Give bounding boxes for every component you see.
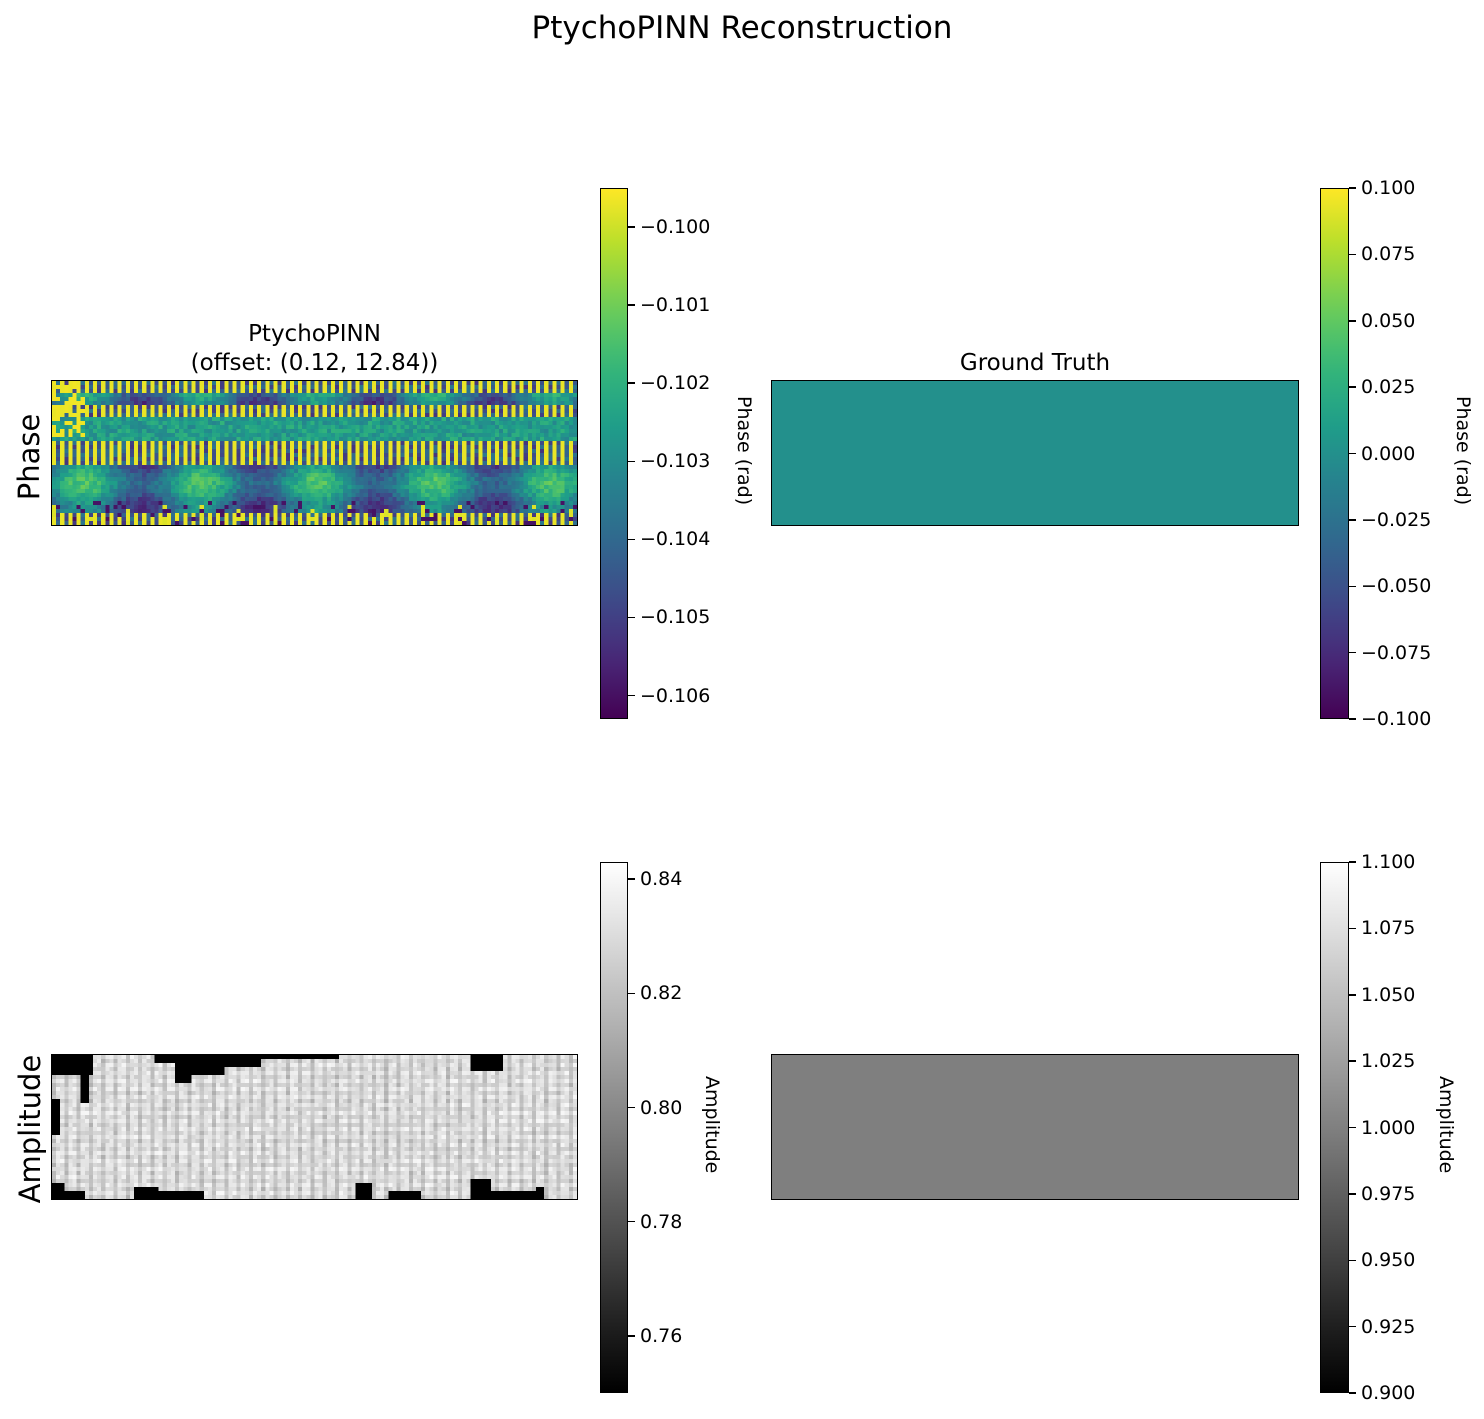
- colorbar-tick-label: −0.025: [1361, 508, 1432, 531]
- colorbar-tick-label: 0.950: [1361, 1249, 1416, 1272]
- phase-ground-truth-image: [771, 380, 1299, 526]
- colorbar-tick: [1349, 1259, 1356, 1261]
- amplitude-reconstruction-colorbar-label: Amplitude: [701, 1076, 723, 1174]
- colorbar-tick-label: 0.80: [640, 1096, 683, 1119]
- colorbar-tick-label: 1.000: [1361, 1116, 1416, 1139]
- colorbar-tick: [1349, 927, 1356, 930]
- phase-ground-truth-colorbar: [1320, 188, 1349, 719]
- colorbar-tick: [1349, 386, 1356, 388]
- colorbar-tick-label: −0.104: [640, 528, 711, 551]
- phase-reconstruction-image: [51, 380, 578, 526]
- phase-ground-truth-colorbar-label: Phase (rad): [1452, 396, 1474, 506]
- colorbar-tick: [1349, 1325, 1356, 1328]
- colorbar-tick-label: 0.975: [1361, 1182, 1416, 1205]
- amplitude-reconstruction-image: [51, 1054, 578, 1200]
- colorbar-tick: [1349, 253, 1356, 256]
- colorbar-tick-label: 0.76: [640, 1324, 683, 1347]
- colorbar-tick: [628, 616, 635, 619]
- colorbar-tick-label: 0.925: [1361, 1315, 1416, 1338]
- colorbar-tick: [1349, 187, 1356, 189]
- amplitude-ground-truth-colorbar-label: Amplitude: [1435, 1076, 1457, 1174]
- row-label-amplitude: Amplitude: [13, 1054, 47, 1204]
- amplitude-ground-truth-image: [771, 1054, 1299, 1200]
- colorbar-tick-label: −0.106: [640, 684, 711, 707]
- colorbar-tick: [628, 878, 635, 880]
- colorbar-tick-label: 0.025: [1361, 376, 1416, 399]
- colorbar-tick-label: 0.050: [1361, 309, 1416, 332]
- colorbar-tick-label: −0.103: [640, 450, 711, 473]
- colorbar-tick-label: −0.105: [640, 606, 711, 629]
- colorbar-tick: [1349, 320, 1356, 322]
- colorbar-tick: [628, 460, 635, 463]
- colorbar-tick-label: −0.102: [640, 372, 711, 395]
- colorbar-tick-label: −0.100: [1361, 708, 1432, 730]
- colorbar-tick: [628, 538, 635, 541]
- colorbar-tick: [628, 694, 635, 697]
- amplitude-reconstruction-colorbar: [600, 862, 628, 1393]
- colorbar-tick: [1349, 1392, 1356, 1394]
- colorbar-tick-label: −0.050: [1361, 575, 1432, 598]
- colorbar-tick-label: 0.84: [640, 868, 683, 891]
- phase-reconstruction-colorbar-label: Phase (rad): [733, 396, 755, 506]
- colorbar-tick: [628, 304, 635, 306]
- colorbar-tick-label: 0.78: [640, 1210, 683, 1233]
- colorbar-tick: [628, 1106, 635, 1109]
- colorbar-tick-label: −0.100: [640, 216, 711, 239]
- colorbar-tick: [1349, 1126, 1356, 1129]
- phase-reconstruction-colorbar: [600, 188, 628, 719]
- colorbar-tick: [1349, 519, 1356, 521]
- colorbar-tick: [1349, 718, 1356, 720]
- colorbar-tick: [1349, 651, 1356, 654]
- colorbar-tick: [1349, 452, 1356, 455]
- colorbar-tick-label: 0.100: [1361, 177, 1416, 199]
- row-label-phase: Phase: [12, 413, 46, 501]
- colorbar-tick: [1349, 1193, 1356, 1195]
- colorbar-tick-label: −0.075: [1361, 641, 1432, 664]
- colorbar-tick-label: 0.075: [1361, 243, 1416, 266]
- colorbar-tick: [1349, 994, 1356, 996]
- colorbar-tick-label: 0.900: [1361, 1382, 1416, 1404]
- colorbar-tick-label: 0.000: [1361, 442, 1416, 465]
- colorbar-tick: [1349, 861, 1356, 863]
- colorbar-tick-label: 1.100: [1361, 851, 1416, 873]
- colorbar-tick-label: 1.025: [1361, 1050, 1416, 1073]
- panel-title-ptychopinn: PtychoPINN (offset: (0.12, 12.84)): [190, 321, 439, 376]
- colorbar-tick: [628, 382, 635, 384]
- panel-title-ground-truth: Ground Truth: [959, 350, 1111, 376]
- colorbar-tick: [1349, 585, 1356, 587]
- colorbar-tick: [628, 226, 635, 228]
- colorbar-tick: [628, 1220, 635, 1223]
- colorbar-tick: [1349, 1060, 1356, 1062]
- colorbar-tick-label: 1.050: [1361, 983, 1416, 1006]
- colorbar-tick: [628, 992, 635, 995]
- figure-title: PtychoPINN Reconstruction: [531, 10, 953, 46]
- amplitude-ground-truth-colorbar: [1320, 862, 1349, 1393]
- colorbar-tick-label: 0.82: [640, 982, 683, 1005]
- colorbar-tick: [628, 1335, 635, 1337]
- colorbar-tick-label: −0.101: [640, 294, 711, 317]
- colorbar-tick-label: 1.075: [1361, 917, 1416, 940]
